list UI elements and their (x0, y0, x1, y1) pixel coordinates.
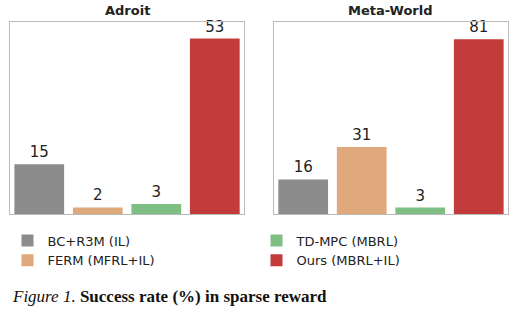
svg-text:3: 3 (415, 187, 425, 205)
svg-text:2: 2 (93, 186, 103, 204)
svg-text:Figure 1. Success rate (%) in: Figure 1. Success rate (%) in sparse rew… (12, 287, 327, 306)
svg-text:Meta-World: Meta-World (348, 3, 433, 18)
svg-text:81: 81 (469, 18, 488, 36)
svg-text:BC+R3M (IL): BC+R3M (IL) (48, 234, 131, 249)
svg-text:31: 31 (352, 126, 371, 144)
svg-text:FERM (MFRL+IL): FERM (MFRL+IL) (48, 253, 155, 268)
svg-text:Adroit: Adroit (105, 3, 150, 18)
svg-text:TD-MPC (MBRL): TD-MPC (MBRL) (296, 234, 398, 249)
svg-text:3: 3 (152, 183, 162, 201)
svg-text:53: 53 (205, 18, 224, 36)
svg-text:Ours (MBRL+IL): Ours (MBRL+IL) (297, 253, 400, 268)
svg-text:15: 15 (30, 143, 49, 161)
svg-text:16: 16 (294, 158, 313, 176)
